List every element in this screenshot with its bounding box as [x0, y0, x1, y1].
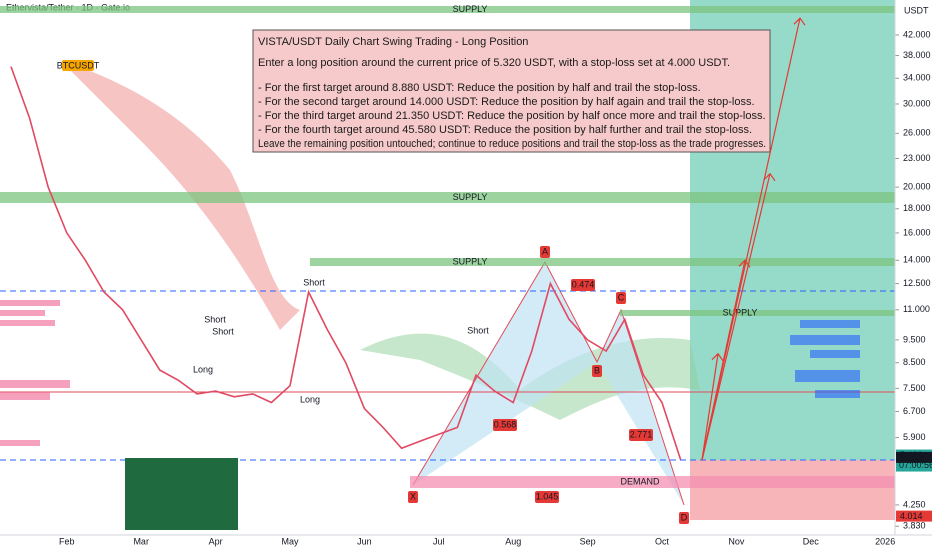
price-line: [10, 66, 682, 460]
y-tick-label: 34.000: [903, 73, 931, 83]
y-tick-label: 9.500: [903, 334, 926, 344]
logo: [125, 458, 238, 530]
target-arrow: [701, 173, 771, 461]
signal-label: Long: [300, 394, 320, 404]
arrow-head: [793, 17, 806, 26]
x-tick-label: Aug: [505, 536, 521, 546]
cloud: [60, 60, 300, 330]
signal-label: Short: [467, 325, 489, 335]
volume-profile: [0, 300, 70, 446]
y-tick-label: 8.500: [903, 357, 926, 367]
note-title: VISTA/USDT Daily Chart Swing Trading - L…: [258, 36, 528, 48]
signal-label: Short: [204, 314, 226, 324]
price-label: 4.014: [900, 511, 923, 521]
pattern-point-box: [679, 512, 689, 524]
pattern-point: A: [542, 246, 548, 256]
zone-label: SUPPLY: [723, 307, 758, 317]
countdown: 07:00:56: [899, 460, 932, 470]
x-tick-label: Apr: [209, 536, 223, 546]
zone-label: SUPPLY: [453, 256, 488, 266]
volume-profile: [790, 320, 860, 398]
pattern-point-box: [616, 292, 626, 304]
arrow-head: [763, 172, 776, 182]
pattern-point: C: [618, 292, 625, 302]
price-label-box: [896, 451, 932, 463]
y-tick-label: 16.000: [903, 227, 931, 237]
y-tick-label: 3.830: [903, 521, 926, 531]
pattern-fill: [597, 310, 684, 505]
pattern-point: D: [681, 512, 688, 522]
x-tick-label: May: [281, 536, 299, 546]
y-tick-label: 4.250: [903, 499, 926, 509]
ratio-box: [571, 279, 595, 291]
pattern-fill: [413, 262, 597, 485]
note-line: - For the second target around 14.000 US…: [258, 96, 755, 108]
note: VISTA/USDT Daily Chart Swing Trading - L…: [252, 29, 771, 153]
x-tick-label: Sep: [580, 536, 596, 546]
currency: USDT: [904, 5, 929, 15]
zone-label: SUPPLY: [453, 4, 488, 14]
note-box: [252, 29, 771, 153]
loss-zone: [690, 460, 895, 520]
pattern-line: [412, 260, 685, 506]
y-tick-label: 38.000: [903, 50, 931, 60]
pattern-point-box: [540, 246, 550, 258]
y-tick-label: 12.500: [903, 278, 931, 288]
y-tick-label: 18.000: [903, 203, 931, 213]
pattern-ratio: 0.474: [572, 279, 595, 289]
price-label-box: [896, 510, 932, 522]
note-line: - For the first target around 8.880 USDT…: [258, 82, 701, 94]
pattern-point: B: [594, 365, 600, 375]
zone: [620, 310, 895, 316]
note-line: - For the fourth target around 45.580 US…: [258, 124, 752, 136]
zone: [410, 476, 895, 488]
target-arrow: [701, 353, 719, 461]
x-tick-label: Dec: [803, 536, 820, 546]
badge-box: [62, 60, 94, 71]
y-tick-label: 14.000: [903, 255, 931, 265]
y-tick-label: 11.000: [903, 304, 930, 314]
y-tick-label: 7.500: [903, 383, 926, 393]
x-tick-label: Jun: [357, 536, 372, 546]
signal-label: Short: [303, 277, 325, 287]
zone-label: SUPPLY: [453, 192, 488, 202]
note-line: Enter a long position around the current…: [258, 57, 730, 69]
y-tick-label: 23.000: [903, 153, 931, 163]
ratio-box: [493, 419, 517, 431]
pattern-ratio: 0.568: [494, 419, 517, 429]
pattern-point-box: [408, 491, 418, 503]
signal-label: Long: [193, 364, 213, 374]
arrow-head: [711, 352, 724, 362]
badge: BTCUSDT: [57, 60, 100, 70]
zone: [0, 192, 895, 203]
zone-label: DEMAND: [620, 476, 660, 486]
pattern-point-box: [592, 365, 602, 377]
note-line: - For the third target around 21.350 USD…: [258, 110, 766, 122]
ratio-box: [535, 491, 559, 503]
zone: [310, 258, 895, 266]
pattern-point: X: [410, 491, 416, 501]
y-tick-label: 26.000: [903, 128, 931, 138]
target-arrow: [701, 18, 801, 461]
price-label: 5.344: [900, 452, 923, 462]
x-tick-label: Oct: [655, 536, 670, 546]
y-tick-label: 42.000: [903, 29, 931, 39]
signal-label: Short: [212, 326, 234, 336]
x-tick-label: Jul: [433, 536, 445, 546]
x-tick-label: Feb: [59, 536, 75, 546]
x-tick-label: Nov: [728, 536, 745, 546]
note-line: Leave the remaining position untouched; …: [258, 138, 766, 150]
ratio-box: [629, 429, 653, 441]
pattern-ratio: 1.045: [536, 491, 559, 501]
y-tick-label: 6.700: [903, 406, 926, 416]
x-tick-label: Mar: [133, 536, 149, 546]
y-tick-label: 30.000: [903, 98, 931, 108]
pattern-ratio: 2.771: [630, 429, 653, 439]
zone: [0, 6, 895, 13]
x-tick-label: 2026: [875, 536, 895, 546]
y-tick-label: 20.000: [903, 182, 931, 192]
y-tick-label: 5.900: [903, 432, 926, 442]
